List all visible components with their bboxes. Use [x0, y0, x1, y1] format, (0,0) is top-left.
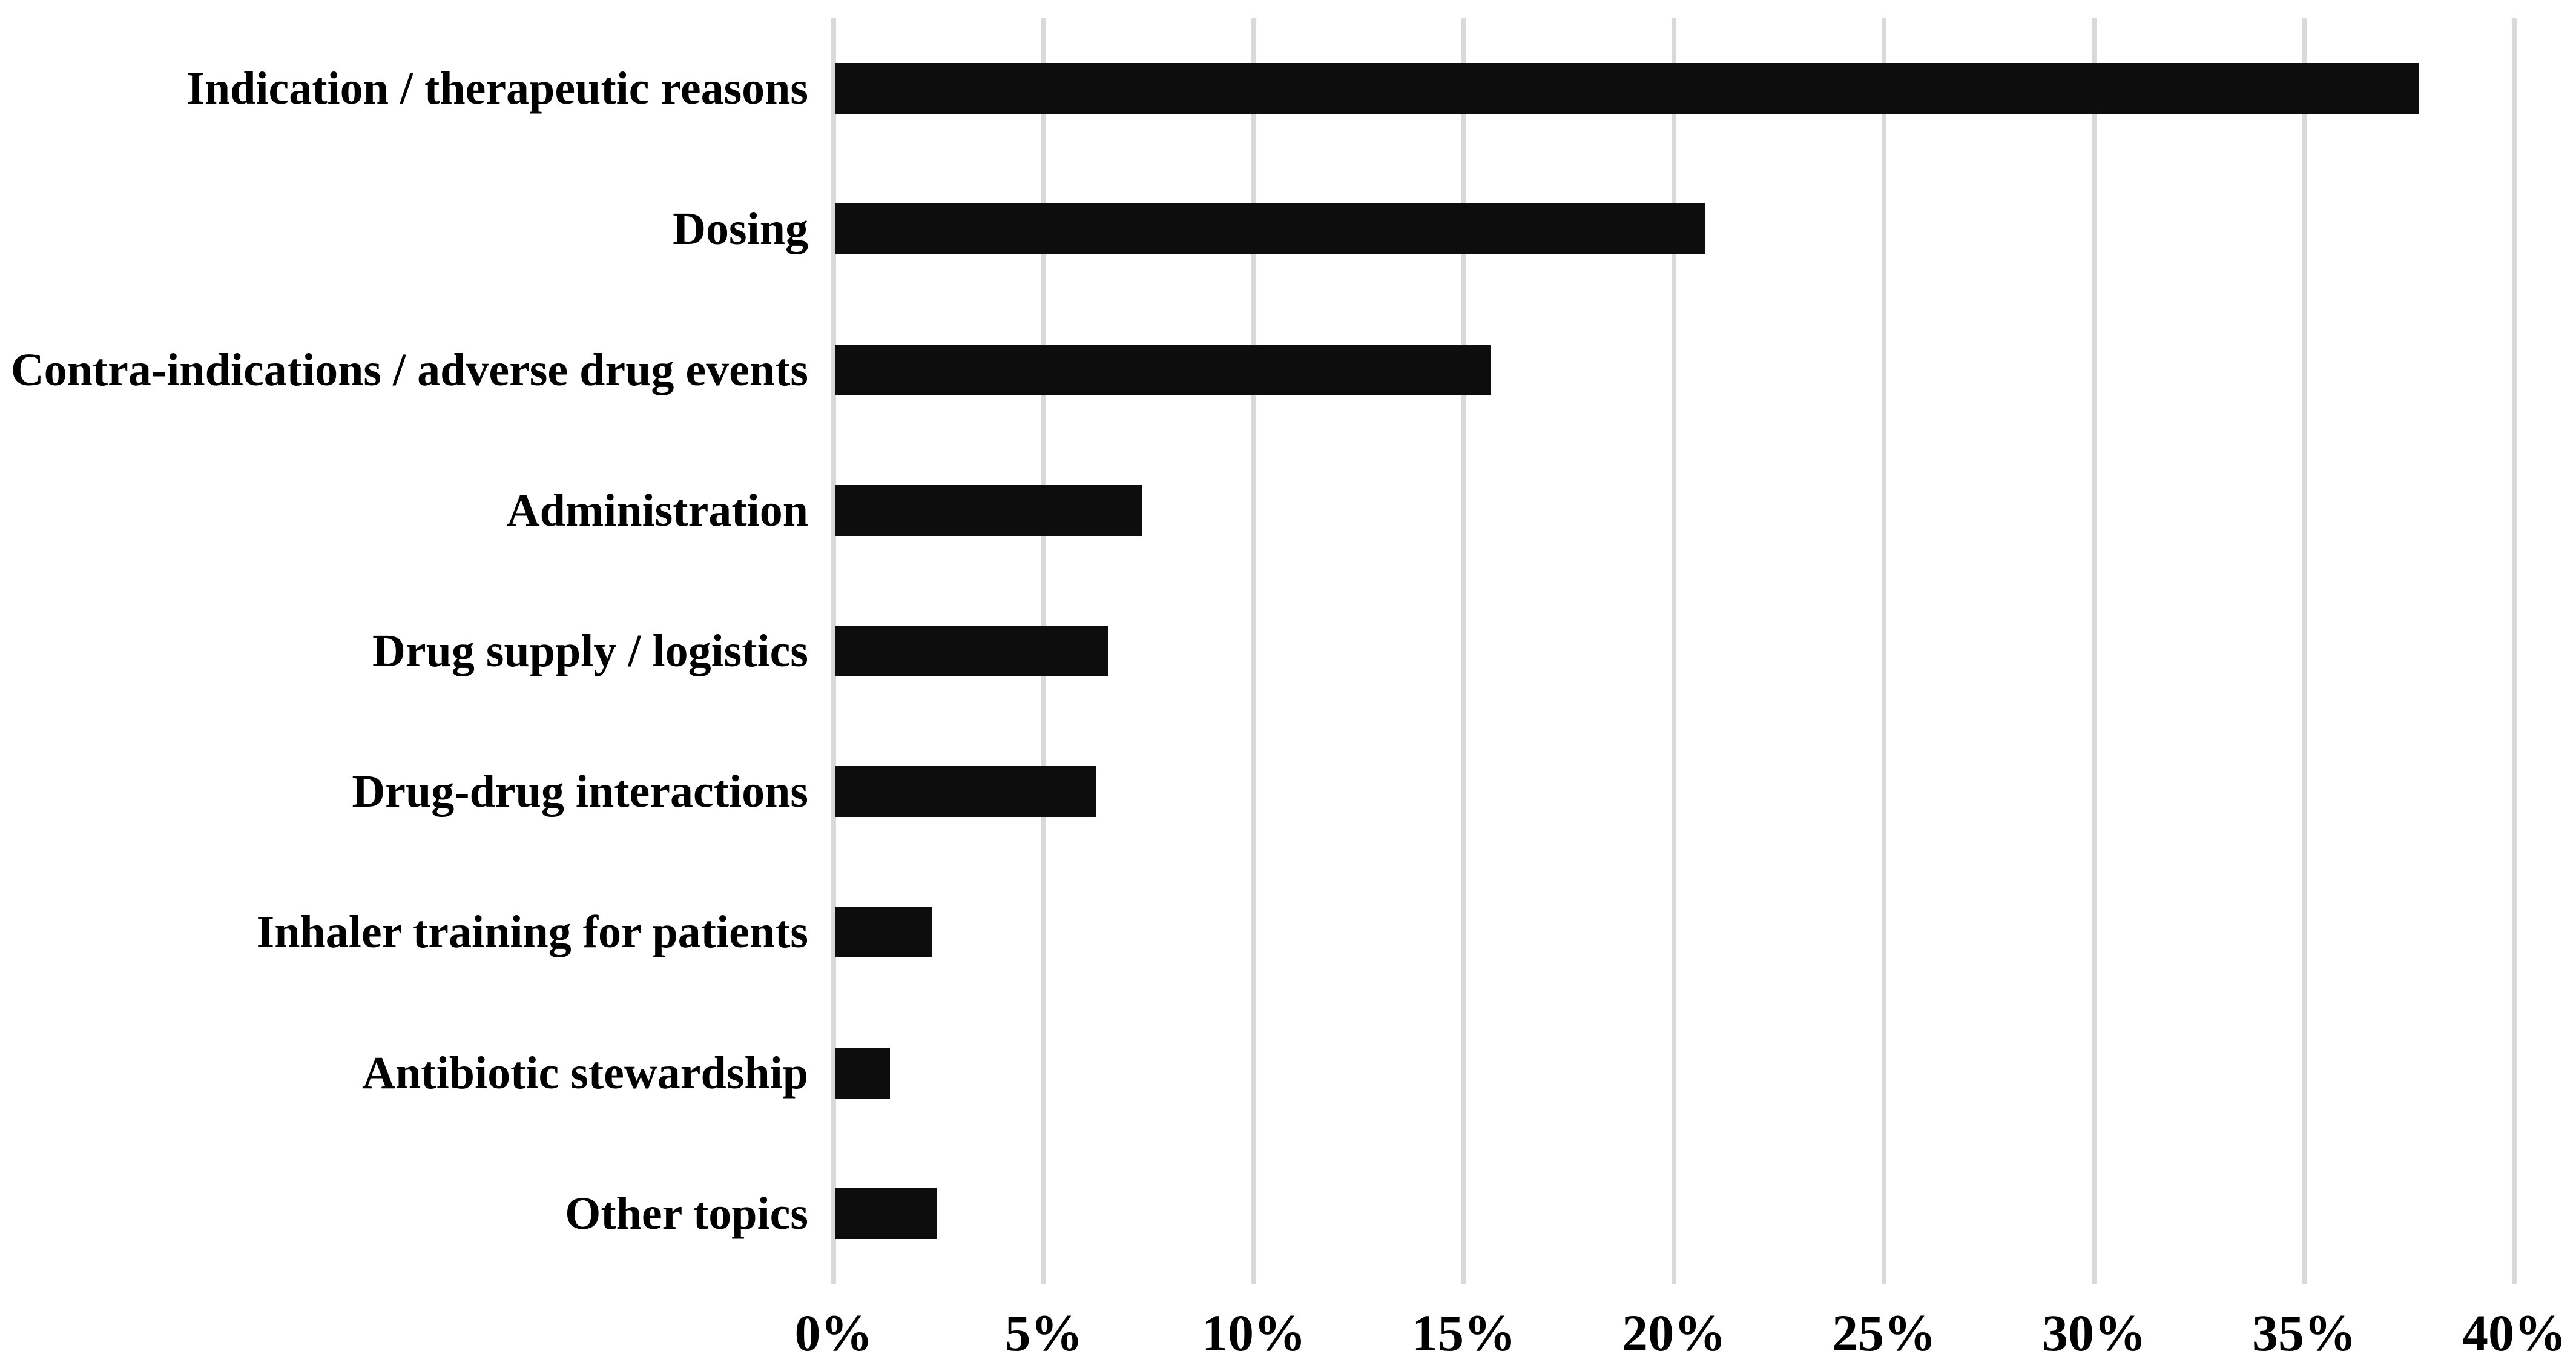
bar: [835, 766, 1096, 818]
gridline-0%: [831, 18, 836, 1284]
bar: [835, 1188, 937, 1239]
category-label: Inhaler training for patients: [256, 907, 808, 958]
gridline-40%: [2512, 18, 2517, 1284]
bar: [835, 907, 932, 958]
x-tick-label: 10%: [1202, 1304, 1306, 1362]
x-tick-label: 5%: [1004, 1304, 1083, 1362]
category-label: Antibiotic stewardship: [362, 1047, 808, 1099]
bar: [835, 203, 1705, 255]
bar: [835, 484, 1142, 536]
bar: [835, 626, 1109, 676]
category-label: Administration: [506, 484, 808, 536]
category-label: Indication / therapeutic reasons: [186, 63, 808, 114]
category-label: Contra-indications / adverse drug events: [10, 344, 808, 395]
bar: [835, 63, 2420, 114]
x-tick-label: 20%: [1622, 1304, 1726, 1362]
gridline-10%: [1251, 18, 1256, 1284]
category-label: Drug-drug interactions: [352, 766, 808, 818]
gridline-15%: [1461, 18, 1466, 1284]
x-tick-label: 30%: [2042, 1304, 2146, 1362]
x-tick-label: 40%: [2462, 1304, 2566, 1362]
category-label: Drug supply / logistics: [372, 626, 808, 676]
bar: [835, 1047, 891, 1099]
gridline-25%: [1882, 18, 1886, 1284]
x-tick-label: 15%: [1412, 1304, 1516, 1362]
x-tick-label: 25%: [1832, 1304, 1936, 1362]
gridline-20%: [1672, 18, 1676, 1284]
category-label: Other topics: [565, 1188, 808, 1239]
gridline-30%: [2092, 18, 2097, 1284]
gridline-35%: [2302, 18, 2307, 1284]
bar: [835, 344, 1491, 395]
x-tick-label: 0%: [794, 1304, 873, 1362]
x-tick-label: 35%: [2252, 1304, 2356, 1362]
category-label: Dosing: [673, 203, 808, 255]
